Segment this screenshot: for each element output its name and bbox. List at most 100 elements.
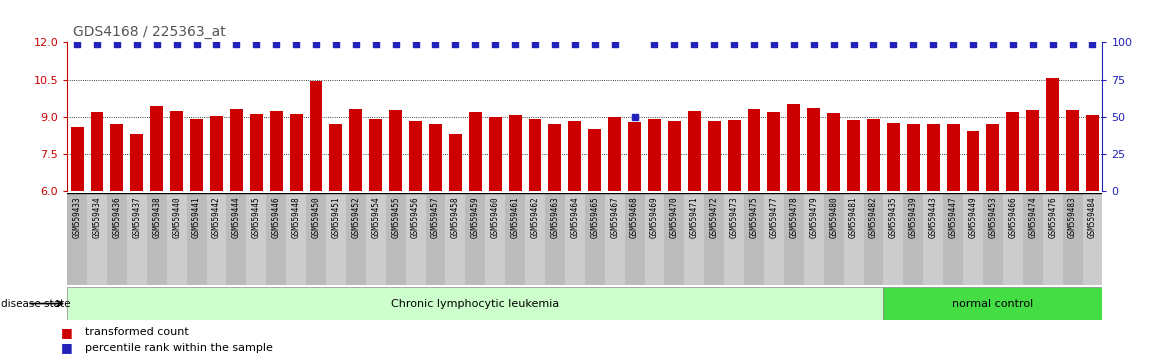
Text: GSM559482: GSM559482 bbox=[868, 196, 878, 238]
Bar bbox=[247, 193, 266, 285]
Bar bbox=[608, 117, 621, 191]
Point bbox=[247, 41, 265, 47]
Bar bbox=[1083, 193, 1102, 285]
Bar bbox=[190, 119, 203, 191]
Bar bbox=[449, 134, 462, 191]
Bar bbox=[645, 193, 665, 285]
Bar bbox=[665, 193, 684, 285]
Text: GSM559459: GSM559459 bbox=[471, 196, 479, 238]
Bar bbox=[903, 193, 923, 285]
Bar bbox=[425, 193, 446, 285]
Point bbox=[426, 41, 445, 47]
Bar bbox=[469, 112, 482, 191]
Bar bbox=[884, 193, 903, 285]
Bar bbox=[428, 124, 442, 191]
Point bbox=[864, 41, 882, 47]
Bar bbox=[466, 193, 485, 285]
Bar bbox=[923, 193, 943, 285]
Text: percentile rank within the sample: percentile rank within the sample bbox=[85, 343, 272, 353]
Bar bbox=[1086, 115, 1099, 191]
Bar bbox=[90, 112, 103, 191]
Point bbox=[904, 41, 923, 47]
Text: Chronic lymphocytic leukemia: Chronic lymphocytic leukemia bbox=[391, 298, 559, 309]
Text: GSM559456: GSM559456 bbox=[411, 196, 420, 238]
Point bbox=[983, 41, 1002, 47]
Point bbox=[745, 41, 763, 47]
Bar bbox=[668, 121, 681, 191]
Point bbox=[188, 41, 206, 47]
Point bbox=[446, 41, 464, 47]
Text: GSM559451: GSM559451 bbox=[331, 196, 340, 238]
Text: GSM559433: GSM559433 bbox=[73, 196, 81, 238]
Bar bbox=[170, 112, 183, 191]
Text: GSM559466: GSM559466 bbox=[1009, 196, 1018, 238]
Point bbox=[88, 41, 107, 47]
Bar bbox=[270, 111, 283, 191]
Text: GSM559450: GSM559450 bbox=[312, 196, 321, 238]
Bar bbox=[528, 119, 542, 191]
Bar bbox=[489, 117, 501, 191]
Bar bbox=[67, 193, 87, 285]
Bar bbox=[943, 193, 963, 285]
Bar bbox=[843, 193, 864, 285]
Text: GSM559441: GSM559441 bbox=[192, 196, 201, 238]
Text: ■: ■ bbox=[61, 341, 73, 354]
Point bbox=[466, 41, 484, 47]
Text: GSM559480: GSM559480 bbox=[829, 196, 838, 238]
Bar bbox=[131, 134, 144, 191]
Text: GSM559454: GSM559454 bbox=[372, 196, 380, 238]
Text: GSM559468: GSM559468 bbox=[630, 196, 639, 238]
Point bbox=[725, 41, 743, 47]
Text: GSM559442: GSM559442 bbox=[212, 196, 221, 238]
Bar bbox=[884, 287, 1102, 320]
Bar bbox=[306, 193, 327, 285]
Bar bbox=[210, 115, 223, 191]
Text: GSM559447: GSM559447 bbox=[948, 196, 958, 238]
Text: GSM559438: GSM559438 bbox=[152, 196, 161, 238]
Point bbox=[1063, 41, 1082, 47]
Text: GSM559437: GSM559437 bbox=[132, 196, 141, 238]
Bar bbox=[508, 115, 521, 191]
Point bbox=[108, 41, 126, 47]
Point bbox=[844, 41, 863, 47]
Point bbox=[68, 41, 87, 47]
Bar bbox=[807, 108, 820, 191]
Bar bbox=[186, 193, 206, 285]
Bar bbox=[867, 119, 880, 191]
Text: GSM559472: GSM559472 bbox=[710, 196, 719, 238]
Text: GSM559484: GSM559484 bbox=[1089, 196, 1097, 238]
Bar bbox=[366, 193, 386, 285]
Bar bbox=[71, 127, 83, 191]
Text: GSM559434: GSM559434 bbox=[93, 196, 102, 238]
Point bbox=[785, 41, 804, 47]
Point bbox=[287, 41, 306, 47]
Bar bbox=[628, 122, 642, 191]
Point bbox=[764, 41, 783, 47]
Point bbox=[406, 41, 425, 47]
Text: GSM559440: GSM559440 bbox=[173, 196, 181, 238]
Text: GSM559467: GSM559467 bbox=[610, 196, 620, 238]
Bar bbox=[748, 109, 761, 191]
Bar bbox=[823, 193, 843, 285]
Text: GSM559477: GSM559477 bbox=[769, 196, 778, 238]
Bar bbox=[688, 112, 701, 191]
Point bbox=[207, 41, 226, 47]
Bar bbox=[549, 124, 562, 191]
Bar bbox=[848, 120, 860, 191]
Point bbox=[346, 41, 365, 47]
Bar bbox=[1026, 110, 1039, 191]
Bar bbox=[585, 193, 604, 285]
Point bbox=[805, 41, 823, 47]
Point bbox=[1043, 41, 1062, 47]
Point bbox=[665, 41, 683, 47]
Bar bbox=[983, 193, 1003, 285]
Point bbox=[267, 41, 286, 47]
Point bbox=[1004, 41, 1023, 47]
Text: GSM559436: GSM559436 bbox=[112, 196, 122, 238]
Bar bbox=[167, 193, 186, 285]
Text: GSM559473: GSM559473 bbox=[730, 196, 739, 238]
Point bbox=[526, 41, 544, 47]
Bar bbox=[588, 129, 601, 191]
Bar bbox=[768, 112, 780, 191]
Text: GSM559483: GSM559483 bbox=[1068, 196, 1077, 238]
